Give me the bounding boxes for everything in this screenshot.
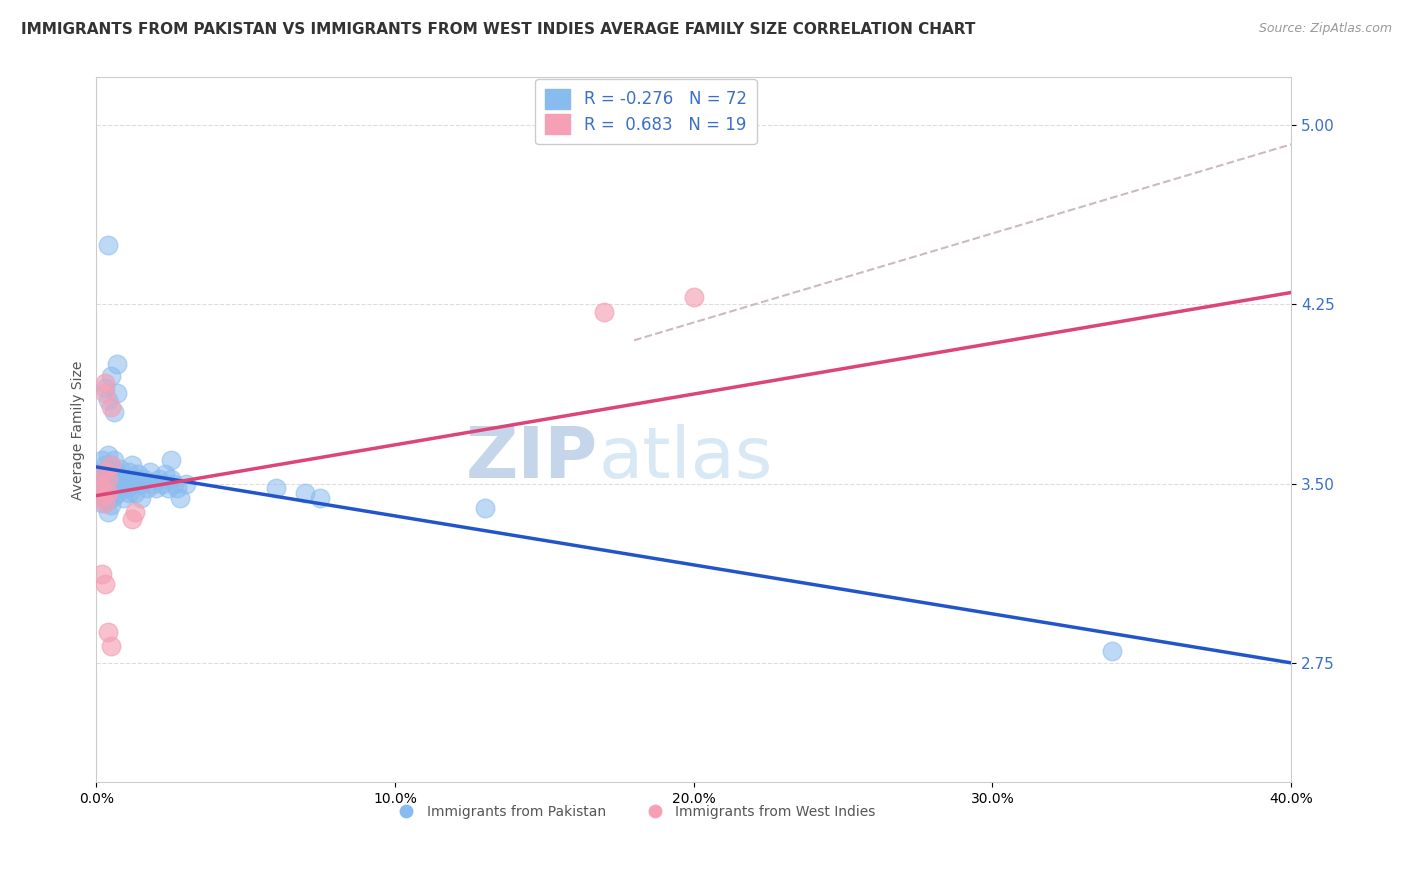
Legend: Immigrants from Pakistan, Immigrants from West Indies: Immigrants from Pakistan, Immigrants fro…: [387, 799, 882, 825]
Point: [110, 462, 132, 476]
Point: [124, 472, 146, 486]
Point: [682, 290, 704, 304]
Text: atlas: atlas: [598, 424, 772, 492]
Point: [103, 452, 125, 467]
Point: [157, 482, 180, 496]
Point: [91, 496, 114, 510]
Point: [100, 498, 122, 512]
Point: [474, 500, 496, 515]
Point: [100, 369, 122, 384]
Point: [593, 304, 616, 318]
Point: [105, 476, 128, 491]
Point: [100, 458, 122, 472]
Point: [103, 489, 125, 503]
Point: [115, 482, 138, 496]
Text: IMMIGRANTS FROM PAKISTAN VS IMMIGRANTS FROM WEST INDIES AVERAGE FAMILY SIZE CORR: IMMIGRANTS FROM PAKISTAN VS IMMIGRANTS F…: [21, 22, 976, 37]
Point: [129, 476, 152, 491]
Point: [112, 476, 135, 491]
Point: [105, 486, 128, 500]
Point: [89, 476, 111, 491]
Point: [94, 496, 117, 510]
Point: [294, 486, 316, 500]
Point: [103, 405, 125, 419]
Point: [129, 491, 152, 505]
Point: [91, 452, 114, 467]
Point: [142, 476, 165, 491]
Point: [100, 483, 122, 498]
Point: [121, 458, 143, 472]
Point: [103, 465, 125, 479]
Point: [97, 448, 120, 462]
Point: [89, 472, 111, 486]
Point: [145, 482, 167, 496]
Point: [97, 624, 120, 639]
Point: [110, 482, 132, 496]
Point: [105, 467, 128, 482]
Point: [160, 472, 183, 486]
Point: [97, 476, 120, 491]
Point: [150, 476, 173, 491]
Point: [103, 482, 125, 496]
Point: [94, 491, 117, 505]
Point: [91, 482, 114, 496]
Point: [118, 465, 141, 479]
Point: [264, 482, 287, 496]
Point: [94, 376, 117, 391]
Point: [121, 476, 143, 491]
Point: [136, 482, 159, 496]
Point: [112, 491, 135, 505]
Point: [91, 465, 114, 479]
Point: [97, 472, 120, 486]
Point: [115, 472, 138, 486]
Point: [160, 452, 183, 467]
Point: [97, 237, 120, 252]
Point: [97, 462, 120, 476]
Point: [127, 467, 149, 482]
Point: [94, 479, 117, 493]
Point: [97, 392, 120, 407]
Point: [91, 482, 114, 496]
Point: [100, 400, 122, 414]
Y-axis label: Average Family Size: Average Family Size: [72, 360, 86, 500]
Point: [94, 577, 117, 591]
Point: [121, 512, 143, 526]
Point: [97, 505, 120, 519]
Point: [1101, 644, 1123, 658]
Point: [94, 469, 117, 483]
Point: [97, 486, 120, 500]
Point: [118, 486, 141, 500]
Point: [110, 472, 132, 486]
Point: [105, 357, 128, 371]
Point: [94, 486, 117, 500]
Point: [100, 472, 122, 486]
Text: Source: ZipAtlas.com: Source: ZipAtlas.com: [1258, 22, 1392, 36]
Point: [94, 385, 117, 400]
Point: [169, 491, 191, 505]
Point: [89, 483, 111, 498]
Point: [91, 567, 114, 582]
Point: [124, 505, 146, 519]
Point: [97, 493, 120, 508]
Point: [100, 639, 122, 653]
Point: [94, 465, 117, 479]
Point: [91, 491, 114, 505]
Point: [89, 476, 111, 491]
Point: [309, 491, 332, 505]
Point: [105, 385, 128, 400]
Point: [134, 472, 156, 486]
Point: [139, 465, 162, 479]
Point: [163, 476, 186, 491]
Point: [174, 476, 197, 491]
Point: [91, 491, 114, 505]
Point: [94, 458, 117, 472]
Text: ZIP: ZIP: [465, 424, 598, 492]
Point: [100, 458, 122, 472]
Point: [94, 381, 117, 395]
Point: [153, 467, 176, 482]
Point: [148, 472, 170, 486]
Point: [124, 486, 146, 500]
Point: [166, 482, 188, 496]
